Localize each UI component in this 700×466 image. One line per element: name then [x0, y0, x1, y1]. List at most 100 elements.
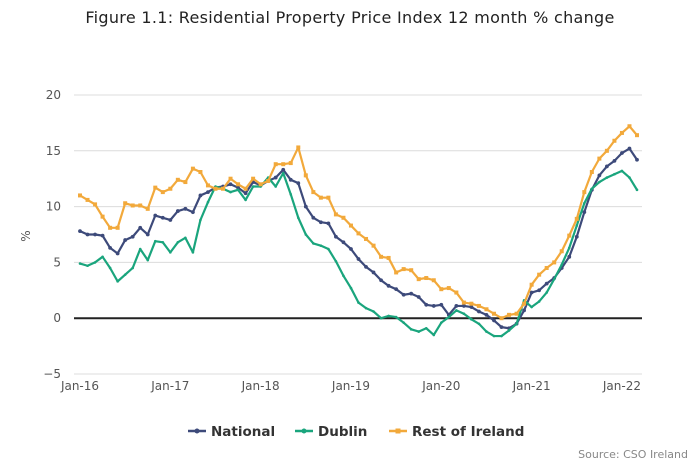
data-point	[567, 246, 571, 250]
data-point	[213, 186, 218, 191]
data-point	[85, 232, 90, 237]
data-point	[123, 273, 127, 276]
data-point	[78, 262, 82, 265]
data-point	[476, 303, 481, 308]
data-point	[175, 209, 180, 213]
data-point	[281, 171, 285, 175]
data-point	[78, 193, 82, 198]
data-point	[470, 318, 473, 321]
data-point	[635, 188, 639, 192]
data-point	[522, 308, 526, 313]
y-tick-label: 15	[46, 144, 61, 158]
legend-label: Dublin	[318, 424, 367, 440]
data-point	[138, 247, 142, 251]
data-point	[153, 213, 158, 218]
data-point	[85, 197, 90, 202]
data-point	[597, 156, 602, 161]
data-point	[582, 210, 587, 215]
legend-item[interactable]: Dublin	[295, 424, 367, 440]
data-point	[169, 251, 172, 254]
data-point	[273, 162, 278, 167]
data-point	[168, 186, 173, 191]
data-point	[356, 257, 361, 261]
data-point	[86, 264, 89, 268]
x-tick-label: Jan-21	[512, 379, 551, 393]
data-point	[635, 133, 639, 138]
data-point	[93, 232, 97, 237]
data-point	[461, 300, 466, 305]
legend-marker	[301, 428, 307, 434]
data-point	[190, 166, 195, 171]
data-point	[417, 330, 421, 333]
data-point	[206, 200, 210, 204]
data-point	[379, 316, 383, 320]
data-point	[394, 287, 399, 292]
series-dublin	[78, 169, 639, 338]
data-point	[530, 305, 533, 309]
data-point	[184, 236, 187, 240]
data-point	[357, 301, 360, 304]
data-point	[296, 181, 301, 186]
data-point	[341, 240, 346, 245]
y-tick-label: −5	[43, 367, 61, 381]
x-tick-label: Jan-16	[60, 379, 99, 393]
data-point	[304, 233, 308, 236]
data-point	[311, 190, 316, 195]
data-point	[507, 329, 511, 332]
data-point	[499, 325, 504, 330]
data-point	[198, 193, 203, 198]
data-point	[199, 218, 202, 222]
data-point	[251, 176, 256, 181]
data-point	[175, 177, 180, 182]
data-point	[537, 300, 541, 303]
data-point	[115, 225, 120, 230]
data-point	[575, 224, 579, 227]
data-point	[628, 176, 631, 179]
data-point	[334, 234, 338, 239]
data-point	[258, 182, 263, 187]
data-point	[221, 186, 226, 191]
data-point	[236, 182, 241, 187]
data-point	[161, 241, 165, 244]
data-point	[364, 236, 369, 241]
data-point	[312, 242, 315, 245]
data-point	[228, 182, 233, 187]
data-point	[387, 314, 390, 318]
data-point	[583, 201, 586, 205]
data-point	[243, 186, 248, 191]
data-point	[303, 204, 308, 209]
data-point	[462, 312, 466, 316]
data-point	[605, 176, 609, 179]
x-tick-label: Jan-20	[421, 379, 460, 393]
legend-item[interactable]: National	[188, 424, 275, 440]
data-point	[604, 164, 609, 169]
data-point	[379, 278, 383, 283]
data-point	[439, 321, 443, 324]
data-point	[100, 233, 105, 238]
data-point	[386, 255, 391, 260]
data-point	[93, 202, 98, 207]
data-point	[108, 225, 113, 230]
data-point	[364, 264, 368, 269]
data-point	[544, 265, 549, 270]
data-point	[349, 247, 353, 251]
data-point	[334, 259, 338, 263]
data-point	[567, 233, 572, 238]
data-point	[454, 290, 459, 295]
data-point	[138, 225, 143, 230]
data-point	[620, 169, 624, 173]
data-point	[424, 276, 429, 281]
data-point	[341, 215, 346, 220]
data-point	[311, 215, 316, 220]
y-axis-label: %	[19, 230, 33, 241]
data-point	[455, 309, 458, 312]
legend-item[interactable]: Rest of Ireland	[389, 424, 524, 440]
y-tick-label: 10	[46, 200, 61, 214]
data-point	[78, 229, 82, 234]
data-point	[348, 223, 353, 228]
data-point	[318, 195, 323, 200]
data-point	[296, 145, 301, 150]
data-point	[402, 321, 405, 324]
data-point	[522, 301, 527, 306]
data-point	[333, 212, 338, 217]
